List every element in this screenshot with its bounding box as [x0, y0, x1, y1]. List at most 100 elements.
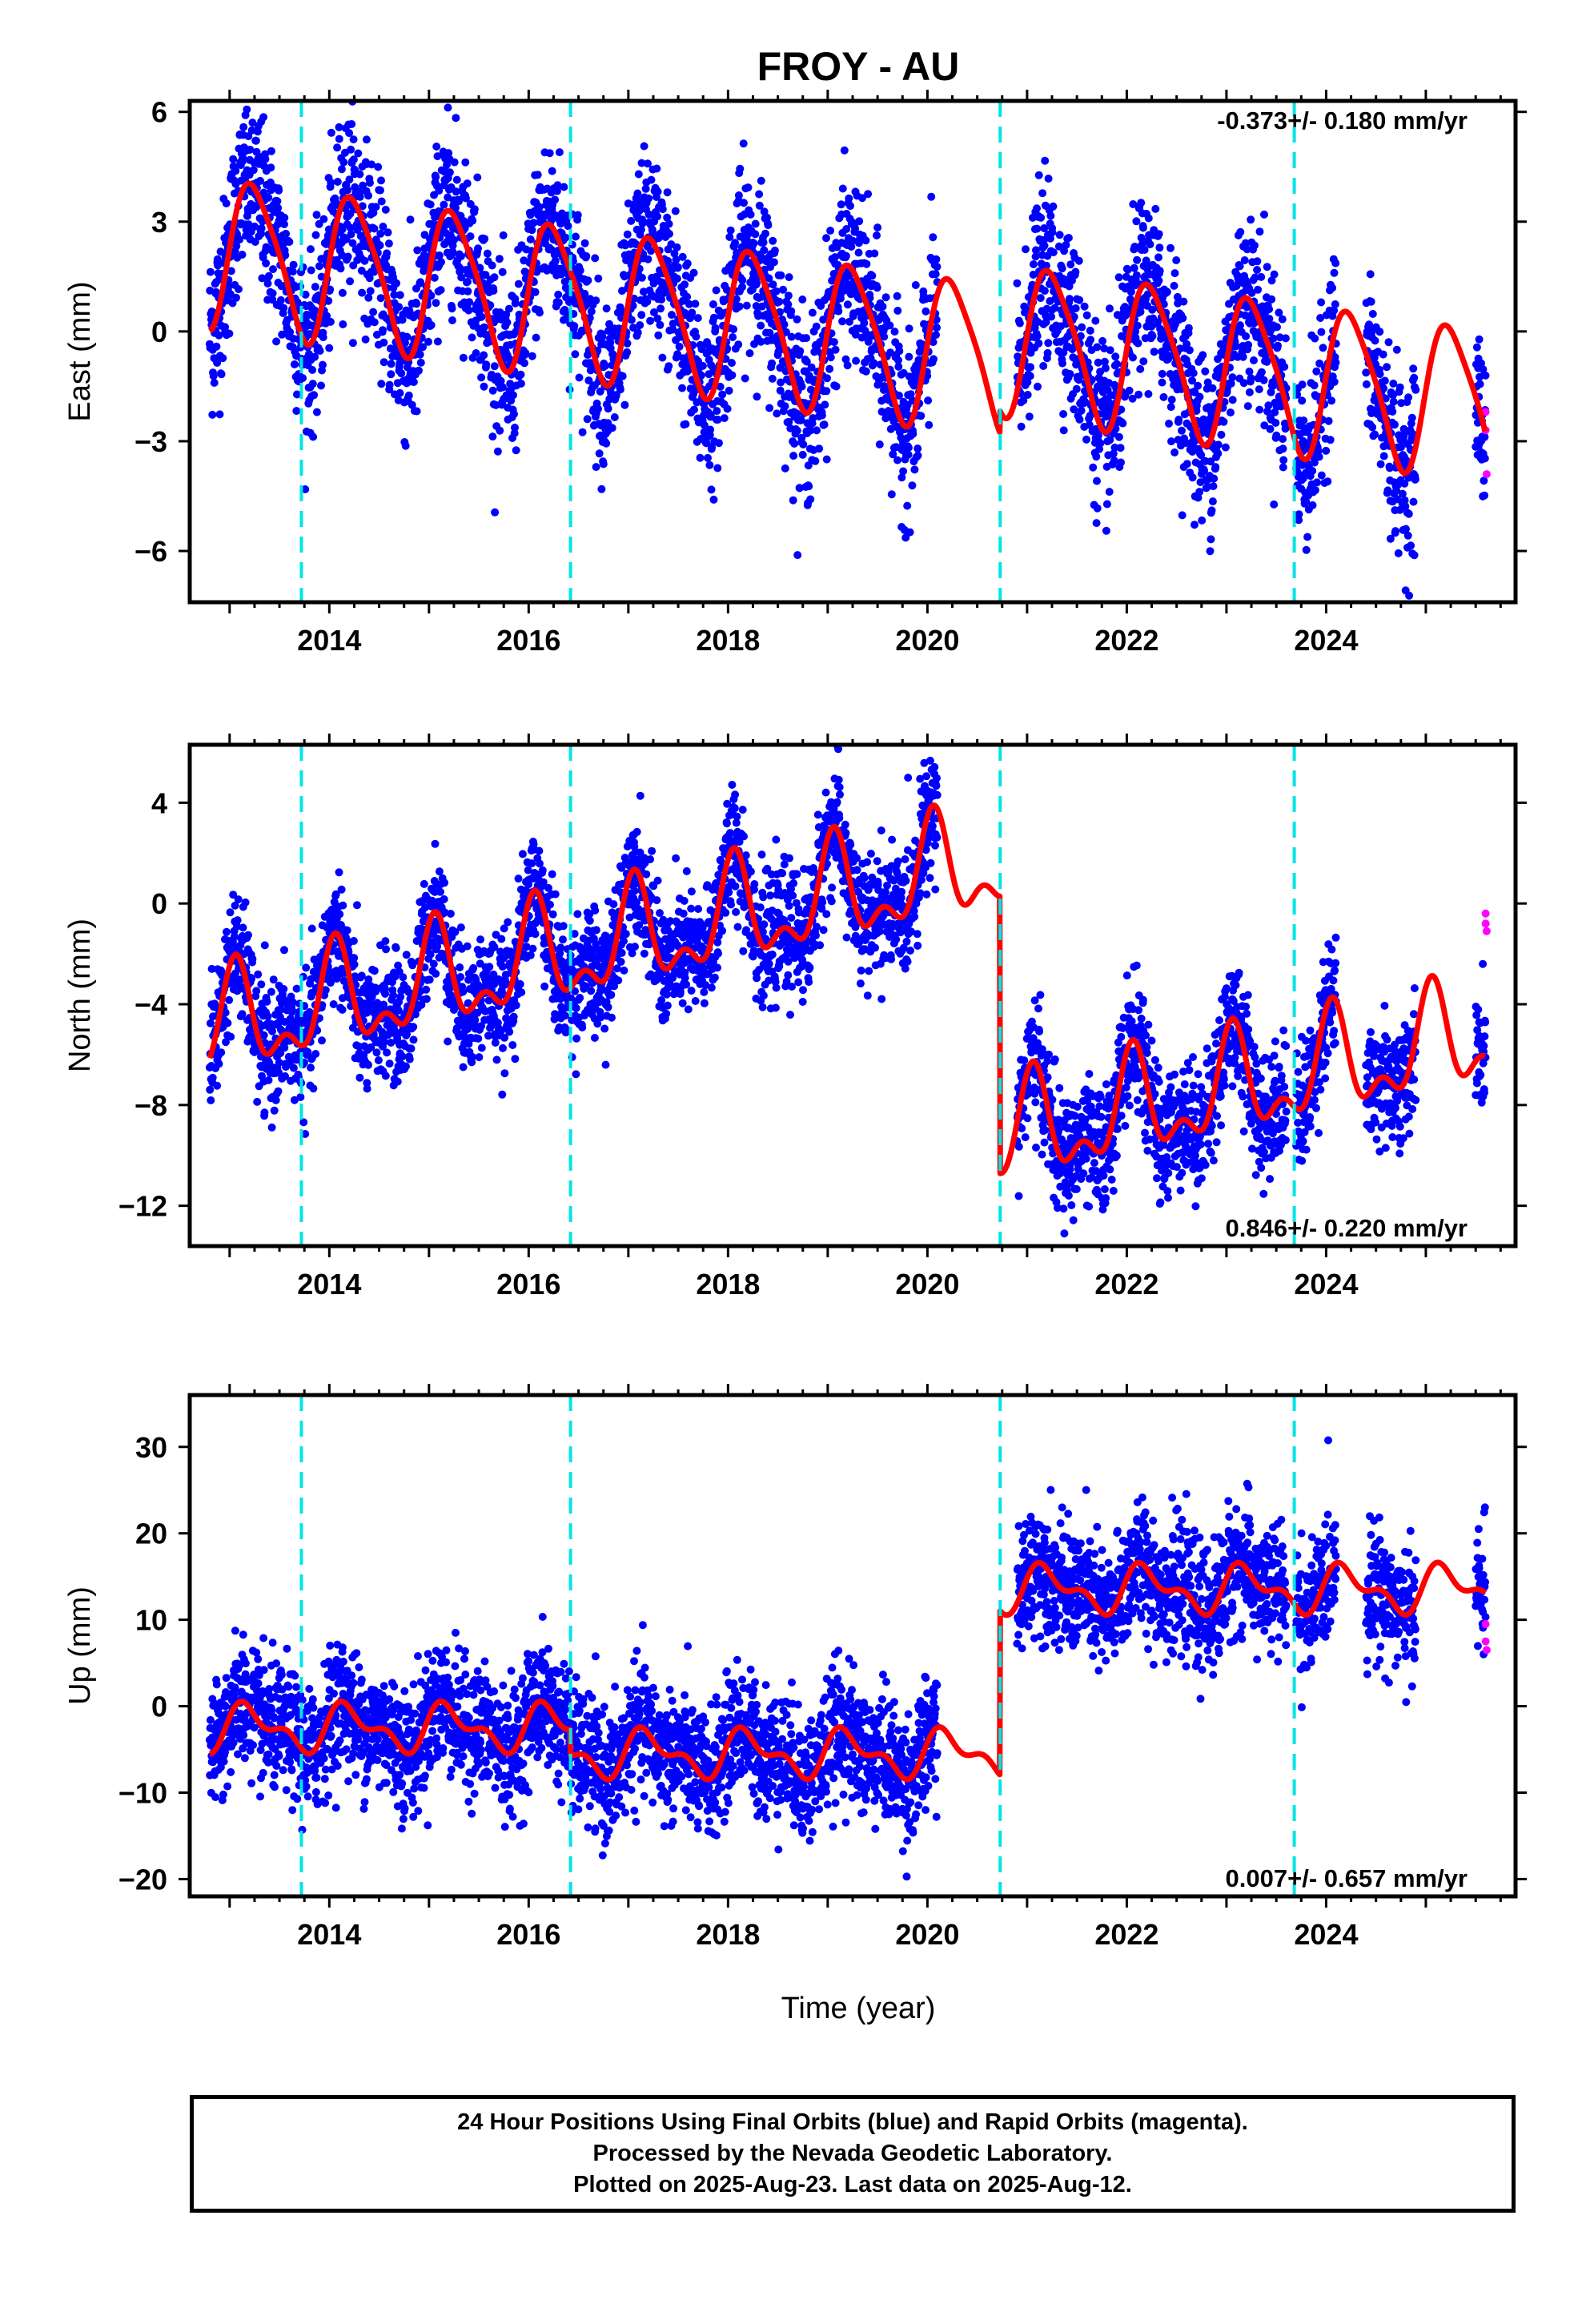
final-orbit-point: [597, 485, 606, 493]
final-orbit-point: [402, 1062, 410, 1071]
final-orbit-point: [307, 245, 315, 254]
final-orbit-point: [464, 306, 473, 315]
final-orbit-point: [1475, 335, 1484, 344]
final-orbit-point: [825, 364, 834, 373]
final-orbit-point: [1022, 305, 1030, 313]
final-orbit-point: [1383, 363, 1391, 372]
final-orbit-point: [444, 193, 452, 202]
y-tick-label: 3: [151, 206, 167, 239]
final-orbit-point: [504, 304, 513, 313]
final-orbit-point: [239, 123, 248, 131]
final-orbit-point: [806, 495, 815, 504]
final-orbit-point: [1170, 448, 1179, 456]
final-orbit-point: [906, 390, 915, 399]
final-orbit-point: [893, 292, 901, 300]
final-orbit-point: [210, 379, 219, 387]
final-orbit-point: [259, 1031, 268, 1039]
final-orbit-point: [455, 197, 464, 206]
final-orbit-point: [797, 382, 806, 391]
final-orbit-point: [392, 279, 401, 287]
final-orbit-point: [276, 1049, 285, 1058]
final-orbit-point: [729, 333, 737, 341]
final-orbit-point: [233, 916, 242, 925]
final-orbit-point: [1029, 271, 1038, 279]
final-orbit-point: [740, 199, 748, 207]
final-orbit-point: [646, 316, 655, 325]
final-orbit-point: [761, 229, 769, 238]
final-orbit-point: [1188, 473, 1197, 482]
final-orbit-point: [383, 249, 391, 258]
final-orbit-point: [1194, 381, 1203, 390]
final-orbit-point: [831, 345, 840, 354]
final-orbit-point: [1410, 373, 1419, 382]
final-orbit-point: [269, 975, 278, 984]
final-orbit-point: [1399, 432, 1408, 440]
final-orbit-point: [1166, 243, 1174, 252]
final-orbit-point: [802, 334, 811, 343]
final-orbit-point: [809, 414, 817, 423]
final-orbit-point: [1375, 370, 1384, 379]
final-orbit-point: [309, 432, 318, 441]
final-orbit-point: [781, 402, 789, 411]
final-orbit-point: [276, 1005, 285, 1014]
final-orbit-point: [1410, 551, 1419, 560]
final-orbit-point: [230, 932, 239, 941]
final-orbit-point: [1158, 369, 1166, 378]
final-orbit-point: [299, 1118, 308, 1127]
final-orbit-point: [308, 380, 317, 388]
final-orbit-point: [529, 219, 538, 227]
final-orbit-point: [639, 287, 648, 296]
final-orbit-point: [789, 452, 798, 460]
final-orbit-point: [911, 281, 920, 289]
final-orbit-point: [905, 528, 914, 537]
final-orbit-point: [531, 287, 540, 296]
final-orbit-point: [1170, 281, 1178, 290]
final-orbit-point: [697, 371, 705, 380]
final-orbit-point: [901, 533, 910, 542]
final-orbit-point: [415, 366, 423, 375]
final-orbit-point: [904, 450, 913, 459]
final-orbit-point: [1058, 264, 1066, 273]
final-orbit-point: [1328, 283, 1337, 292]
final-orbit-point: [365, 274, 374, 283]
final-orbit-point: [477, 373, 486, 382]
final-orbit-point: [1080, 302, 1089, 311]
final-orbit-point: [206, 1085, 215, 1094]
final-orbit-point: [711, 324, 720, 332]
final-orbit-point: [635, 207, 644, 215]
final-orbit-point: [364, 293, 373, 302]
y-tick-label: 6: [151, 96, 167, 129]
final-orbit-point: [307, 1063, 315, 1072]
final-orbit-point: [514, 279, 523, 288]
final-orbit-point: [633, 189, 642, 198]
final-orbit-point: [348, 339, 357, 348]
final-orbit-point: [904, 444, 913, 452]
final-orbit-point: [641, 184, 650, 193]
final-orbit-point: [1093, 476, 1101, 485]
final-orbit-point: [1251, 273, 1259, 282]
final-orbit-point: [229, 891, 238, 899]
final-orbit-point: [1302, 497, 1311, 506]
final-orbit-point: [412, 407, 421, 416]
final-orbit-point: [1371, 430, 1379, 439]
final-orbit-point: [930, 355, 938, 364]
final-orbit-point: [805, 482, 813, 491]
final-orbit-point: [355, 170, 364, 179]
final-orbit-point: [1389, 391, 1397, 400]
final-orbit-point: [480, 235, 489, 243]
final-orbit-point: [1272, 431, 1281, 440]
final-orbit-point: [383, 228, 392, 237]
final-orbit-point: [1243, 402, 1252, 411]
final-orbit-point: [1257, 272, 1266, 281]
x-tick-label: 2020: [895, 624, 959, 657]
final-orbit-point: [1311, 334, 1319, 343]
final-orbit-point: [464, 287, 472, 296]
final-orbit-point: [1311, 486, 1319, 495]
final-orbit-point: [1271, 419, 1280, 427]
final-orbit-point: [381, 1072, 390, 1080]
final-orbit-point: [1047, 312, 1056, 321]
final-orbit-point: [1106, 436, 1114, 444]
final-orbit-point: [288, 1007, 297, 1015]
final-orbit-point: [383, 1048, 391, 1057]
final-orbit-point: [752, 302, 761, 311]
